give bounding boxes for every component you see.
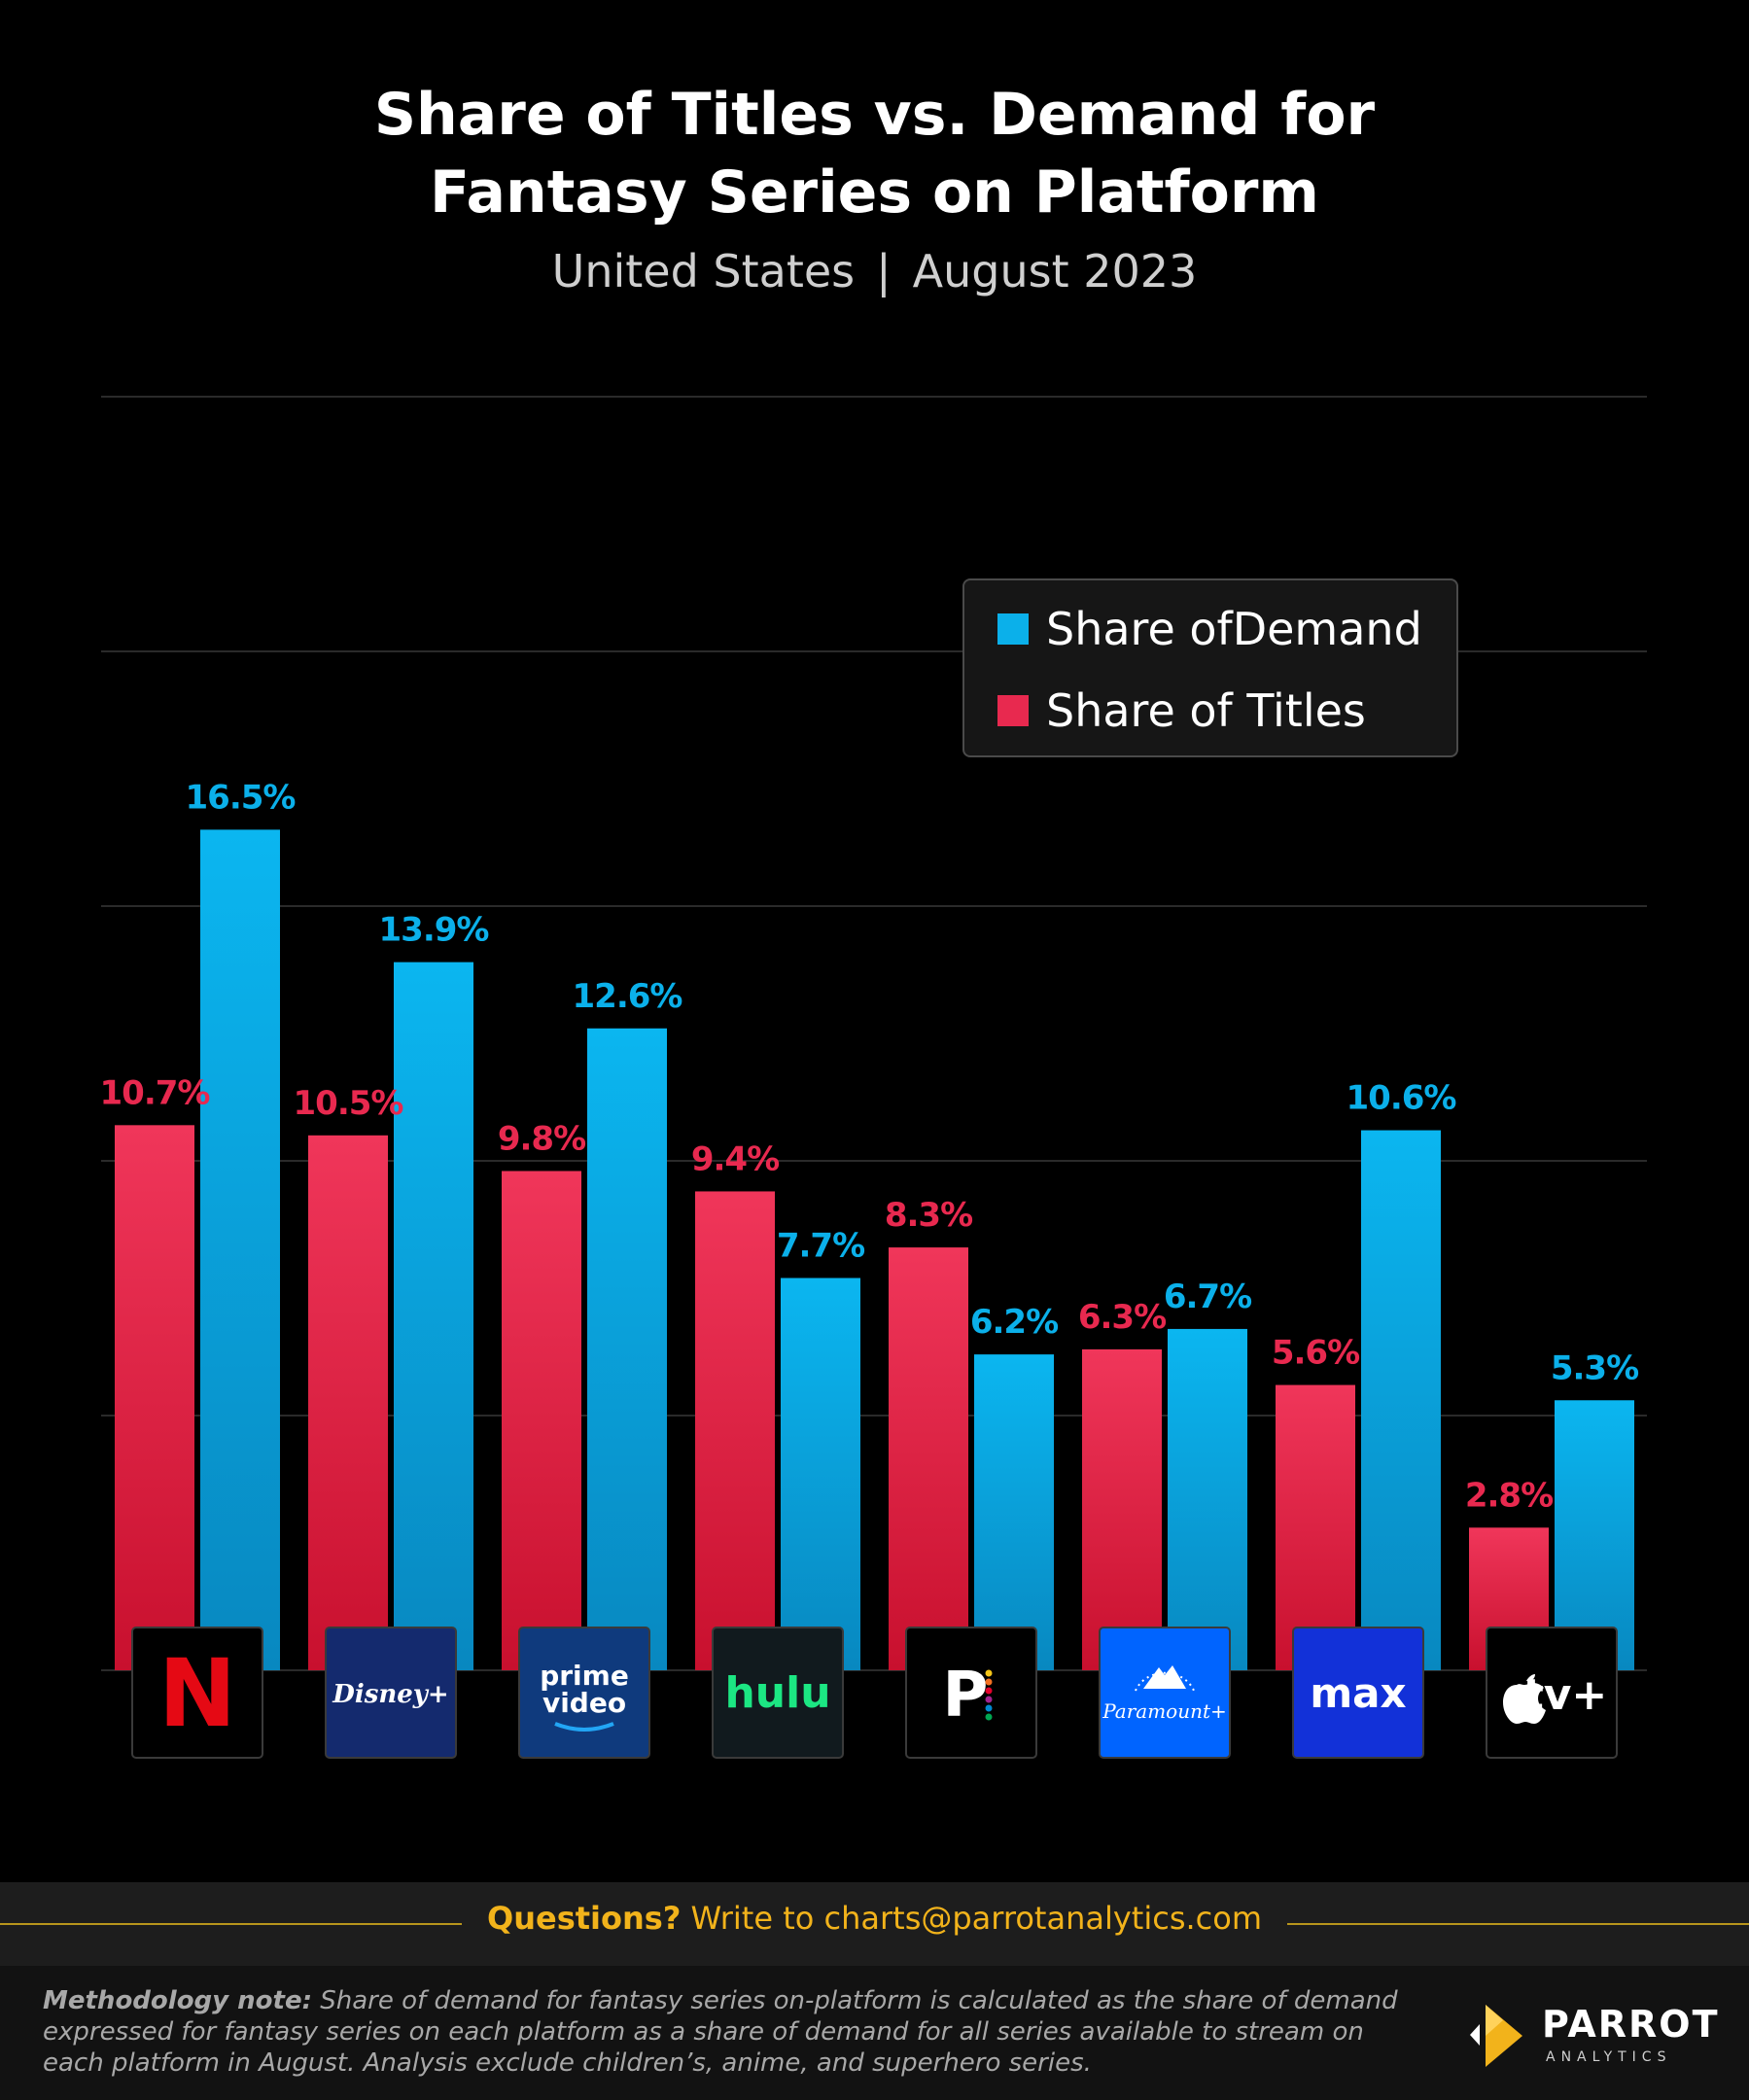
peacock-dot-icon (985, 1687, 993, 1695)
data-label-demand-peacock: 6.2% (970, 1303, 1058, 1342)
bar-titles-disney-plus[interactable] (308, 1135, 388, 1670)
legend-item-titles: Share of Titles (997, 682, 1366, 740)
peacock-dot-icon (985, 1713, 993, 1721)
methodology-note: Methodology note: Share of demand for fa… (43, 1985, 1404, 2079)
data-label-demand-apple-tv-plus: 5.3% (1551, 1348, 1638, 1387)
legend-item-demand: Share ofDemand (997, 600, 1422, 658)
chart-legend: Share ofDemand Share of Titles (962, 578, 1458, 757)
bar-demand-apple-tv-plus[interactable] (1555, 1400, 1634, 1670)
bar-demand-prime-video[interactable] (587, 1028, 667, 1670)
max-logo: max (1292, 1627, 1424, 1759)
footer-divider-right (1277, 1923, 1749, 1925)
chart-subtitle: United States | August 2023 (0, 245, 1749, 298)
chart-title: Share of Titles vs. Demand for Fantasy S… (0, 76, 1749, 231)
data-label-demand-max: 10.6% (1347, 1079, 1456, 1118)
data-label-titles-apple-tv-plus: 2.8% (1465, 1476, 1553, 1515)
methodology-label: Methodology note: (43, 1986, 312, 2015)
data-label-demand-netflix: 16.5% (186, 778, 296, 817)
bar-demand-peacock[interactable] (974, 1354, 1054, 1670)
prime-smile-icon (554, 1722, 614, 1732)
video-logo-text: video (542, 1687, 626, 1719)
legend-swatch-demand (997, 613, 1029, 645)
data-label-titles-disney-plus: 10.5% (294, 1084, 403, 1123)
hulu-logo: hulu (712, 1627, 844, 1759)
paramount-plus-logo: Paramount+ (1099, 1627, 1231, 1759)
data-label-titles-hulu: 9.4% (691, 1139, 779, 1178)
prime-logo-text: prime (540, 1660, 629, 1692)
bar-titles-netflix[interactable] (115, 1125, 194, 1670)
data-label-titles-peacock: 8.3% (885, 1196, 972, 1235)
data-label-demand-prime-video: 12.6% (573, 977, 682, 1016)
disney-plus-logo-text: Disney+ (332, 1680, 448, 1709)
subtitle-region: United States (551, 245, 856, 298)
bar-demand-paramount-plus[interactable] (1168, 1328, 1247, 1670)
bar-demand-hulu[interactable] (781, 1278, 860, 1670)
paramount-logo-text: Paramount+ (1102, 1699, 1227, 1723)
apple-tv-logo-text: tv+ (1523, 1670, 1608, 1720)
questions-email-text[interactable]: Write to charts@parrotanalytics.com (681, 1900, 1262, 1937)
bar-demand-disney-plus[interactable] (394, 962, 473, 1670)
peacock-dot-icon (985, 1678, 993, 1686)
bar-chart: 10.7% 16.5% 10.5% 13.9% 9.8% 12.6% 9.4% 7.7% 8.3… (100, 396, 1647, 1759)
parrot-analytics-logo: PARROT ANALYTICS (1464, 2001, 1720, 2069)
peacock-dot-icon (985, 1669, 993, 1677)
bar-titles-prime-video[interactable] (502, 1171, 581, 1670)
bar-titles-max[interactable] (1276, 1384, 1355, 1670)
data-label-demand-disney-plus: 13.9% (379, 911, 489, 950)
paramount-mountain-icon (1143, 1665, 1186, 1689)
data-label-titles-netflix: 10.7% (100, 1073, 210, 1112)
netflix-logo-text: N (158, 1639, 236, 1748)
peacock-dot-icon (985, 1696, 993, 1703)
bar-titles-hulu[interactable] (695, 1191, 775, 1670)
legend-label-demand: Share ofDemand (1046, 603, 1422, 655)
legend-swatch-titles (997, 695, 1029, 726)
footer-divider-left (0, 1923, 472, 1925)
bar-titles-peacock[interactable] (889, 1247, 968, 1670)
parrot-brand-sub: ANALYTICS (1546, 2049, 1672, 2065)
parrot-brand-name: PARROT (1542, 2003, 1720, 2046)
max-logo-text: max (1310, 1669, 1406, 1717)
data-label-titles-prime-video: 9.8% (498, 1119, 585, 1158)
data-label-titles-max: 5.6% (1272, 1334, 1359, 1373)
parrot-mark-icon (1470, 2005, 1522, 2067)
questions-label: Questions? (487, 1900, 682, 1937)
peacock-logo: P (905, 1627, 1037, 1759)
netflix-logo: N (131, 1627, 263, 1759)
footer-questions: Questions? Write to charts@parrotanalyti… (0, 1900, 1749, 1937)
footer-methodology-band (0, 1966, 1749, 2100)
legend-label-titles: Share of Titles (1046, 684, 1366, 737)
apple-tv-plus-logo: tv+ (1486, 1627, 1618, 1759)
subtitle-period: August 2023 (912, 245, 1198, 298)
hulu-logo-text: hulu (724, 1668, 830, 1718)
title-line-1: Share of Titles vs. Demand for (373, 81, 1376, 149)
bar-demand-netflix[interactable] (200, 829, 280, 1670)
data-label-titles-paramount-plus: 6.3% (1078, 1298, 1166, 1337)
peacock-dot-icon (985, 1704, 993, 1712)
paramount-stars-icon (1135, 1671, 1195, 1692)
apple-icon (1503, 1674, 1546, 1724)
disney-plus-logo: Disney+ (325, 1627, 457, 1759)
methodology-text: Share of demand for fantasy series on-pl… (43, 1986, 1398, 2078)
bar-demand-max[interactable] (1361, 1130, 1441, 1670)
data-label-demand-paramount-plus: 6.7% (1164, 1278, 1251, 1316)
peacock-logo-text: P (943, 1660, 989, 1732)
subtitle-separator: | (876, 245, 892, 298)
title-line-2: Fantasy Series on Platform (430, 158, 1319, 227)
bar-titles-paramount-plus[interactable] (1082, 1348, 1162, 1670)
data-label-demand-hulu: 7.7% (777, 1227, 864, 1266)
